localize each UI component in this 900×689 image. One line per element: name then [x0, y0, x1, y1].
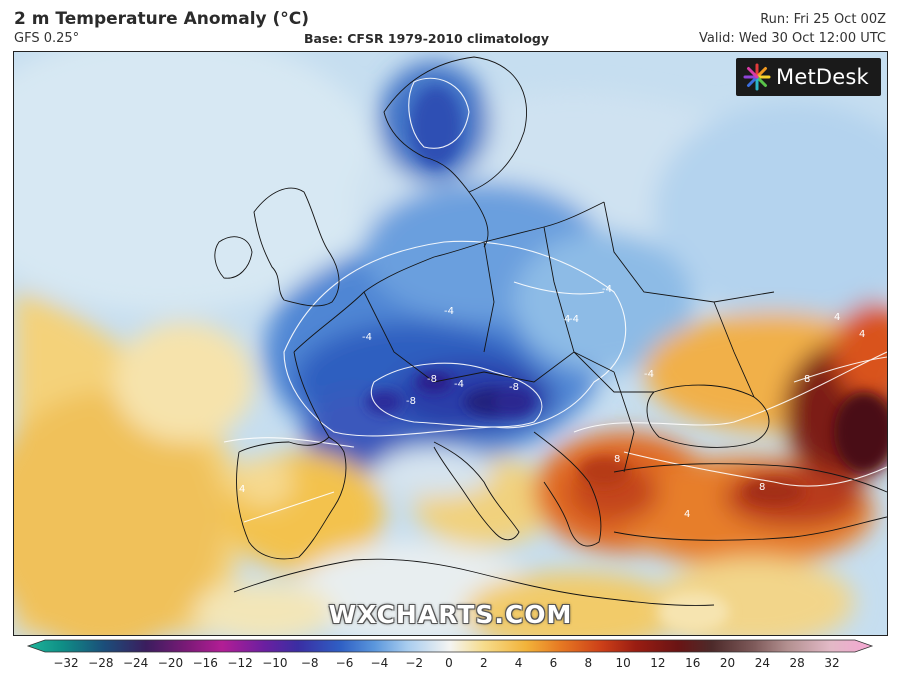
- colorbar-tick-label: −6: [335, 656, 354, 670]
- contour-label: 4: [859, 329, 865, 340]
- contour-label: 4: [239, 484, 245, 495]
- colorbar-tick-label: 28: [789, 656, 805, 670]
- colorbar-tick-label: 32: [824, 656, 840, 670]
- contour-label: -8: [406, 396, 416, 407]
- run-time-label: Run: Fri 25 Oct 00Z: [760, 12, 886, 27]
- wxcharts-watermark: WXCHARTS.COM: [328, 600, 573, 629]
- colorbar-tick-label: −4: [370, 656, 389, 670]
- colorbar-tick-label: 0: [445, 656, 453, 670]
- colorbar-tick-label: 20: [719, 656, 736, 670]
- contour-label: -4: [644, 369, 654, 380]
- contour-label: 4: [834, 312, 840, 323]
- metdesk-logo: MetDesk: [736, 58, 881, 96]
- colorbar-tick-label: 6: [549, 656, 558, 670]
- contour-lines: [223, 77, 887, 523]
- colorbar-tick-label: −20: [157, 656, 184, 670]
- colorbar-scale: [26, 639, 874, 653]
- colorbar-tick-label: −28: [88, 656, 114, 670]
- colorbar-tick-labels: −32 −28 −24 −20 −16 −12 −10 −8 −6 −4 −2 0 2 4 6 8 10 12 16…: [0, 656, 900, 676]
- colorbar-tick-label: −24: [122, 656, 149, 670]
- contour-label: -8: [509, 382, 519, 393]
- colorbar-tick-label: 8: [584, 656, 593, 670]
- contour-labels: 4 4 4 4 4 -4 -4 -4 -4 -4 -4 -8 -8 -8 8 8…: [239, 284, 865, 520]
- colorbar-tick-label: 10: [615, 656, 631, 670]
- map-title: 2 m Temperature Anomaly (°C): [14, 9, 310, 29]
- contour-label: -4: [454, 379, 464, 390]
- contour-label: -8: [427, 374, 437, 385]
- colorbar-tick-label: 12: [650, 656, 666, 670]
- valid-time-label: Valid: Wed 30 Oct 12:00 UTC: [699, 31, 886, 46]
- metdesk-logo-text: MetDesk: [776, 65, 869, 89]
- contour-label: -4: [602, 284, 612, 295]
- colorbar-tick-label: −16: [192, 656, 218, 670]
- metdesk-burst-icon: [743, 63, 771, 91]
- contour-label: 4: [684, 509, 690, 520]
- temperature-anomaly-map: 4 4 4 4 4 -4 -4 -4 -4 -4 -4 -8 -8 -8 8 8…: [13, 51, 888, 636]
- colorbar-tick-label: −32: [53, 656, 79, 670]
- coastlines-and-borders: [214, 56, 887, 606]
- colorbar: [26, 639, 874, 653]
- colorbar-tick-label: −2: [405, 656, 424, 670]
- contour-label: 4: [564, 314, 570, 325]
- map-canvas: 4 4 4 4 4 -4 -4 -4 -4 -4 -4 -8 -8 -8 8 8…: [14, 52, 887, 635]
- contour-label: -4: [569, 314, 579, 325]
- colorbar-tick-label: −10: [262, 656, 288, 670]
- contour-label: 8: [804, 374, 810, 385]
- colorbar-tick-label: 2: [479, 656, 488, 670]
- contour-label: 8: [759, 482, 765, 493]
- climatology-base-label: Base: CFSR 1979-2010 climatology: [304, 31, 550, 46]
- colorbar-tick-label: −12: [227, 656, 253, 670]
- colorbar-tick-label: 16: [685, 656, 701, 670]
- colorbar-tick-label: 4: [514, 656, 523, 670]
- contour-label: -4: [444, 306, 454, 317]
- contour-label: 8: [614, 454, 620, 465]
- colorbar-tick-label: 24: [754, 656, 770, 670]
- model-label: GFS 0.25°: [14, 31, 80, 46]
- anomaly-shading: [14, 52, 887, 635]
- contour-label: -4: [362, 332, 372, 343]
- colorbar-tick-label: −8: [300, 656, 319, 670]
